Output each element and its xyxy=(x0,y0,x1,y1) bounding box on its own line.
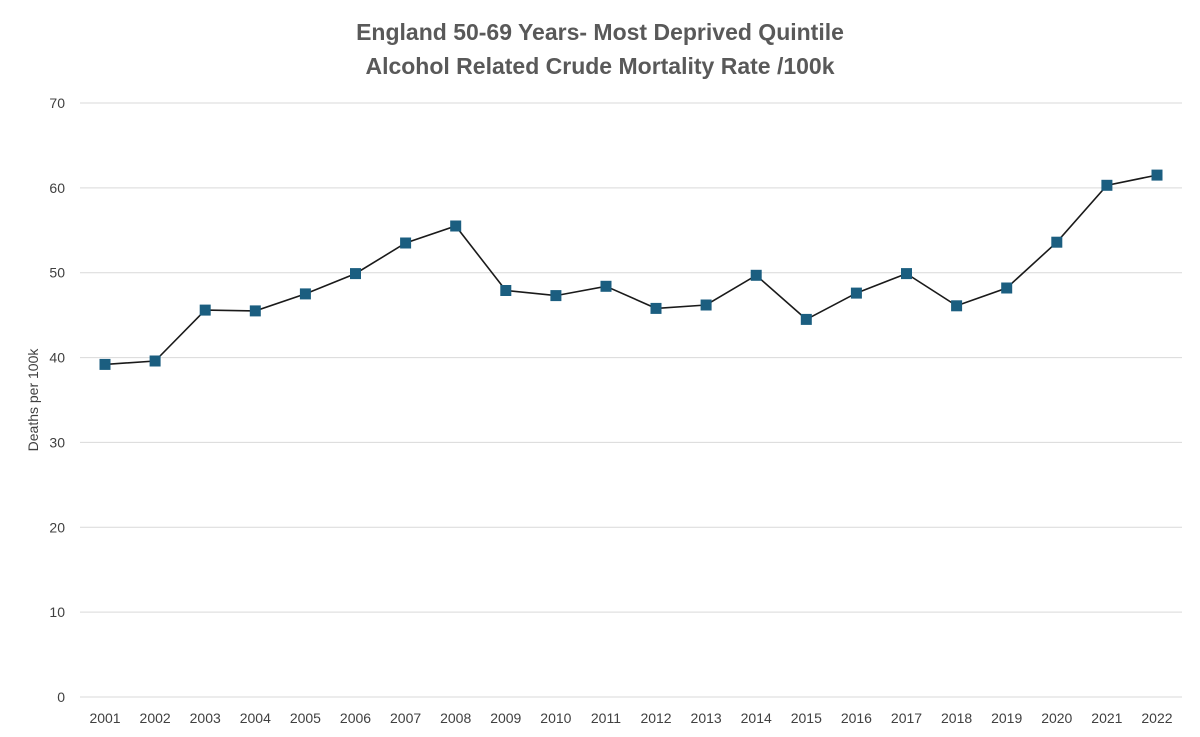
data-point-2013 xyxy=(700,299,712,311)
data-point-2011 xyxy=(600,280,612,292)
x-tick-label: 2021 xyxy=(1091,710,1122,726)
y-tick-label: 60 xyxy=(49,180,65,196)
y-tick-label: 20 xyxy=(49,519,65,535)
x-tick-label: 2002 xyxy=(140,710,171,726)
chart-title-line-1: England 50-69 Years- Most Deprived Quint… xyxy=(356,19,844,45)
x-tick-label: 2012 xyxy=(640,710,671,726)
x-tick-label: 2011 xyxy=(591,710,621,726)
x-tick-label: 2001 xyxy=(89,710,120,726)
x-tick-label: 2008 xyxy=(440,710,471,726)
x-tick-label: 2020 xyxy=(1041,710,1072,726)
data-point-2006 xyxy=(350,268,361,280)
y-tick-label: 0 xyxy=(57,689,65,705)
data-point-2009 xyxy=(500,285,512,296)
x-tick-label: 2006 xyxy=(340,710,371,726)
x-tick-label: 2015 xyxy=(791,710,822,726)
y-tick-label: 10 xyxy=(49,604,65,620)
x-tick-label: 2022 xyxy=(1141,710,1172,726)
series-line xyxy=(104,174,1158,366)
data-point-2020 xyxy=(1051,236,1063,248)
data-point-2010 xyxy=(550,290,562,302)
series-plot xyxy=(99,169,1163,370)
x-tick-label: 2004 xyxy=(240,710,271,726)
data-point-2018 xyxy=(951,300,963,312)
y-tick-label: 40 xyxy=(49,350,65,366)
data-point-2005 xyxy=(299,288,311,300)
data-point-2004 xyxy=(249,305,261,317)
data-point-2021 xyxy=(1101,179,1113,191)
data-point-2015 xyxy=(800,313,812,325)
x-tick-label: 2014 xyxy=(741,710,772,726)
x-axis-tick-labels: 2001 2002 2003 2004 2005 2006 2007 2008 2009 2010… xyxy=(89,710,1172,726)
data-point-2016 xyxy=(850,287,862,299)
x-tick-label: 2009 xyxy=(490,710,521,726)
x-tick-label: 2016 xyxy=(841,710,872,726)
data-point-2002 xyxy=(149,355,161,367)
y-tick-label: 70 xyxy=(49,95,65,111)
x-tick-label: 2019 xyxy=(991,710,1022,726)
y-tick-label: 50 xyxy=(49,265,65,281)
data-point-2019 xyxy=(1001,282,1013,294)
x-tick-label: 2007 xyxy=(390,710,421,726)
data-point-2008 xyxy=(450,220,462,232)
y-axis-tick-labels: 0 10 20 30 40 50 60 70 xyxy=(49,95,65,705)
chart-title-line-2: Alcohol Related Crude Mortality Rate /10… xyxy=(365,53,834,79)
x-tick-label: 2017 xyxy=(891,710,922,726)
x-tick-label: 2010 xyxy=(540,710,571,726)
x-tick-label: 2013 xyxy=(691,710,722,726)
data-point-2017 xyxy=(901,268,912,280)
x-tick-label: 2003 xyxy=(190,710,221,726)
gridlines xyxy=(80,102,1182,698)
data-point-2003 xyxy=(199,304,211,316)
y-tick-label: 30 xyxy=(49,434,65,450)
data-point-2014 xyxy=(750,269,762,281)
x-tick-label: 2005 xyxy=(290,710,321,726)
x-tick-label: 2018 xyxy=(941,710,972,726)
data-point-2007 xyxy=(400,237,412,249)
data-point-2022 xyxy=(1151,169,1163,181)
data-point-2001 xyxy=(99,358,111,370)
data-point-2012 xyxy=(650,302,662,314)
y-axis-title: Deaths per 100k xyxy=(25,348,41,452)
